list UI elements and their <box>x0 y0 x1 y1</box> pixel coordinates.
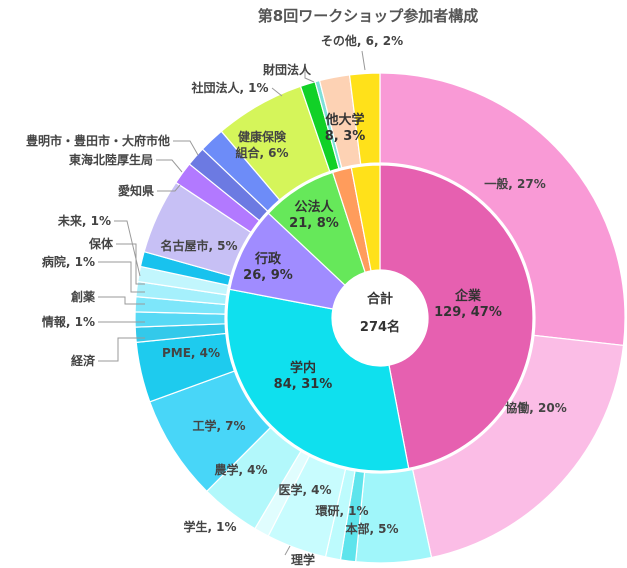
label-tadaigaku: 他大学 8, 3% <box>324 112 365 144</box>
leader-sonota <box>361 50 366 71</box>
outer-slice-kyodo <box>411 334 625 559</box>
label-toyoake: 豊明市・豊田市・大府市他 <box>26 133 170 148</box>
label-gakusei: 学生, 1% <box>183 519 236 534</box>
label-pme: PME, 4% <box>162 346 220 360</box>
label-ippan: 一般, 27% <box>484 176 545 191</box>
leader-shadan <box>271 87 283 97</box>
label-kyodo: 協働, 20% <box>505 400 566 415</box>
label-gyosei: 行政 26, 9% <box>243 251 293 283</box>
center-label-total: 274名 <box>360 319 400 335</box>
center-hole <box>332 270 428 366</box>
label-kigyo: 企業 129, 47% <box>434 288 502 320</box>
outer-slice-sonota <box>348 72 381 165</box>
leader-hotai <box>116 243 145 285</box>
outer-ring <box>134 72 626 564</box>
label-nagoya: 名古屋市, 5% <box>160 238 237 253</box>
leader-zaidan <box>304 70 315 83</box>
label-sonota: その他, 6, 2% <box>321 33 403 48</box>
leader-toyoake <box>173 140 199 156</box>
label-gakunai: 学内 84, 31% <box>274 360 333 392</box>
inner-ring <box>226 164 534 472</box>
label-honbu: 本部, 5% <box>345 521 398 536</box>
label-keizai: 経済 <box>71 353 96 368</box>
label-kanken: 環研, 1% <box>315 504 368 518</box>
label-kogaku: 工学, 7% <box>192 418 245 433</box>
label-aichi: 愛知県 <box>118 183 154 198</box>
label-tokai: 東海北陸厚生局 <box>69 152 153 167</box>
leader-byoin <box>98 261 145 293</box>
label-zaidan: 財団法人 <box>262 62 312 77</box>
label-shadan: 社団法人, 1% <box>190 80 268 95</box>
label-hotai: 保体 <box>88 236 114 251</box>
leader-aichi <box>157 184 181 192</box>
label-rigaku: 理学 <box>291 552 315 567</box>
leader-soyaku <box>98 296 145 305</box>
leader-mirai <box>114 220 141 277</box>
leader-keizai <box>98 337 145 362</box>
center-label-title: 合計 <box>367 291 393 307</box>
label-soyaku: 創薬 <box>70 289 95 304</box>
label-joho: 情報, 1% <box>42 314 95 329</box>
slice-labels: 企業 129, 47% 学内 84, 31% 行政 26, 9% 公法人 21, 8% 他大学 8… <box>26 33 567 567</box>
leader-tokai <box>156 159 183 173</box>
outer-slice-ippan <box>379 72 626 347</box>
label-kohojin: 公法人 21, 8% <box>289 199 339 231</box>
label-nogaku: 農学, 4% <box>214 462 267 477</box>
label-igaku: 医学, 4% <box>278 482 331 497</box>
label-byoin: 病院, 1% <box>42 254 95 269</box>
chart-title: 第8回ワークショップ参加者構成 <box>258 7 478 25</box>
leader-rigaku <box>284 545 291 556</box>
label-mirai: 未来, 1% <box>57 213 111 228</box>
label-kenpo: 健康保険組合, 6% <box>235 129 288 160</box>
leader-lines <box>98 50 366 556</box>
